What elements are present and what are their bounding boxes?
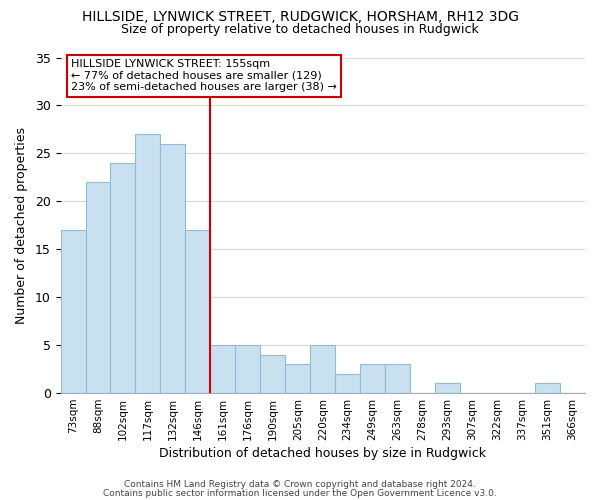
Bar bbox=[335, 374, 360, 393]
Bar bbox=[86, 182, 110, 393]
Bar bbox=[110, 163, 136, 393]
Bar bbox=[286, 364, 310, 393]
Text: HILLSIDE LYNWICK STREET: 155sqm
← 77% of detached houses are smaller (129)
23% o: HILLSIDE LYNWICK STREET: 155sqm ← 77% of… bbox=[71, 59, 337, 92]
Bar bbox=[136, 134, 160, 393]
Bar bbox=[235, 345, 260, 393]
Bar bbox=[435, 384, 460, 393]
Bar bbox=[260, 354, 286, 393]
Text: Contains HM Land Registry data © Crown copyright and database right 2024.: Contains HM Land Registry data © Crown c… bbox=[124, 480, 476, 489]
Bar bbox=[535, 384, 560, 393]
Bar bbox=[360, 364, 385, 393]
Bar bbox=[61, 230, 86, 393]
Bar bbox=[160, 144, 185, 393]
Text: Size of property relative to detached houses in Rudgwick: Size of property relative to detached ho… bbox=[121, 22, 479, 36]
X-axis label: Distribution of detached houses by size in Rudgwick: Distribution of detached houses by size … bbox=[159, 447, 486, 460]
Bar bbox=[385, 364, 410, 393]
Bar bbox=[185, 230, 211, 393]
Text: Contains public sector information licensed under the Open Government Licence v3: Contains public sector information licen… bbox=[103, 488, 497, 498]
Bar bbox=[211, 345, 235, 393]
Y-axis label: Number of detached properties: Number of detached properties bbox=[15, 127, 28, 324]
Bar bbox=[310, 345, 335, 393]
Text: HILLSIDE, LYNWICK STREET, RUDGWICK, HORSHAM, RH12 3DG: HILLSIDE, LYNWICK STREET, RUDGWICK, HORS… bbox=[82, 10, 518, 24]
